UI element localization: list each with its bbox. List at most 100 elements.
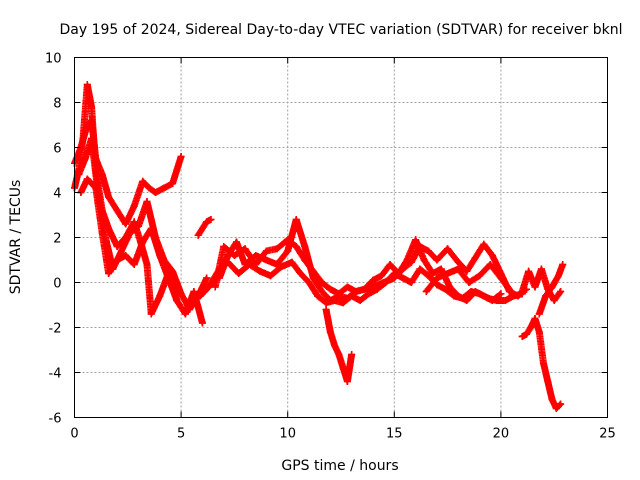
data-point: [501, 297, 509, 304]
data-point: [488, 252, 496, 259]
data-point: [296, 270, 304, 277]
data-point: [433, 256, 441, 264]
data-point: [169, 267, 177, 275]
axis-ticks: 0 5 10 15 20 25 -6 -4 -2 0 2 4 6 8 10: [45, 52, 616, 442]
data-point: [126, 229, 134, 237]
data-point: [122, 220, 130, 228]
data-point: [348, 292, 356, 300]
data-point: [493, 297, 501, 304]
data-point: [130, 202, 138, 210]
data-point: [147, 310, 155, 318]
data-point: [322, 299, 330, 307]
data-point: [505, 285, 513, 293]
data-point: [535, 310, 543, 318]
data-point: [548, 396, 556, 403]
data-point: [314, 292, 322, 300]
series-track-10: [422, 261, 513, 295]
data-point: [177, 290, 185, 298]
data-point: [471, 254, 479, 262]
data-point: [173, 297, 181, 304]
data-point: [407, 279, 415, 286]
data-point: [262, 256, 270, 264]
series-track-13: [535, 261, 567, 318]
data-point: [326, 328, 334, 336]
data-point: [181, 310, 189, 318]
data-point: [211, 283, 219, 291]
data-point: [522, 330, 530, 338]
data-point: [331, 297, 339, 304]
data-point: [75, 171, 83, 178]
data-point: [79, 135, 87, 142]
data-point: [98, 229, 106, 237]
data-point: [288, 258, 296, 266]
x-tick-label: 0: [70, 427, 78, 442]
data-point: [196, 292, 204, 300]
data-point: [277, 263, 285, 271]
data-point: [467, 288, 475, 295]
x-tick-label: 10: [279, 427, 296, 442]
data-point: [454, 265, 462, 273]
series-track-9: [322, 306, 356, 385]
series-track-4: [77, 175, 206, 327]
data-point: [152, 189, 160, 196]
data-point: [518, 288, 526, 295]
data-point: [122, 252, 130, 259]
data-point: [339, 364, 347, 372]
data-point: [459, 294, 467, 302]
data-point: [326, 285, 334, 293]
data-point: [92, 184, 100, 192]
data-point: [292, 216, 300, 223]
data-point: [424, 247, 432, 255]
data-point: [83, 81, 91, 88]
data-point: [382, 279, 390, 286]
data-point: [301, 243, 309, 250]
data-point: [525, 267, 533, 275]
y-tick-label: 6: [53, 142, 61, 157]
data-point: [399, 274, 407, 282]
data-point: [335, 351, 343, 358]
data-series: [71, 81, 567, 412]
data-point: [224, 258, 232, 266]
data-point: [235, 270, 243, 277]
data-point: [318, 279, 326, 286]
data-point: [552, 405, 560, 412]
data-point: [305, 279, 313, 286]
data-point: [559, 261, 567, 268]
data-point: [444, 245, 452, 253]
data-point: [252, 252, 260, 259]
data-point: [273, 245, 281, 253]
data-point: [454, 258, 462, 266]
data-point: [441, 285, 449, 293]
y-tick-label: 10: [45, 52, 62, 67]
data-point: [322, 306, 330, 313]
data-point: [284, 247, 292, 255]
y-tick-label: 0: [53, 277, 61, 292]
data-point: [373, 285, 381, 293]
data-point: [497, 274, 505, 282]
data-point: [412, 236, 420, 244]
data-point: [160, 184, 168, 192]
data-point: [378, 272, 386, 280]
data-point: [147, 225, 155, 232]
data-point: [331, 342, 339, 349]
data-point: [83, 175, 91, 183]
data-point: [476, 272, 484, 280]
data-point: [450, 292, 458, 300]
data-point: [113, 256, 121, 264]
data-point: [88, 103, 96, 111]
y-tick-label: -2: [49, 322, 62, 337]
data-point: [390, 270, 398, 277]
data-point: [407, 258, 415, 266]
x-tick-label: 5: [177, 427, 185, 442]
data-point: [318, 288, 326, 295]
data-point: [113, 207, 121, 214]
data-point: [156, 252, 164, 259]
data-point: [463, 267, 471, 275]
data-point: [273, 261, 281, 268]
data-point: [437, 265, 445, 273]
data-point: [348, 351, 356, 358]
data-point: [194, 231, 202, 239]
data-point: [143, 198, 151, 205]
data-point: [535, 328, 543, 336]
